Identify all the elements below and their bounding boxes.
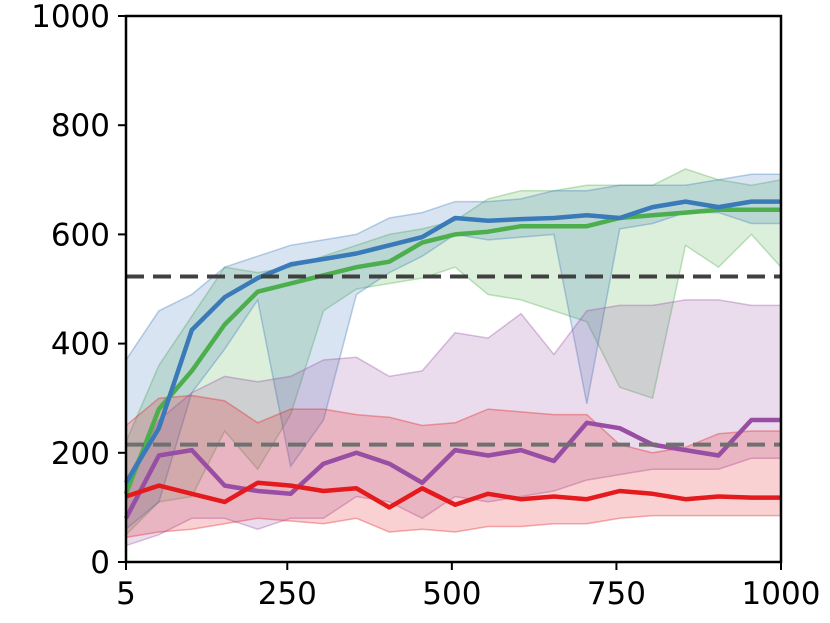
reference-lines xyxy=(126,274,781,447)
confidence-bands xyxy=(125,168,782,547)
series-4-line xyxy=(125,480,781,510)
y-tick-label: 400 xyxy=(51,327,110,363)
x-tick-label: 1000 xyxy=(742,576,821,612)
y-tick-label: 1000 xyxy=(31,0,110,35)
series-1-line xyxy=(123,207,781,495)
y-axis: 0 200 400 600 800 1000 xyxy=(31,0,126,581)
y-tick-label: 0 xyxy=(90,545,110,581)
y-tick-label: 800 xyxy=(51,108,110,144)
y-tick-label: 200 xyxy=(51,436,110,472)
series-lines xyxy=(123,199,781,520)
x-axis: 5 250 500 750 1000 xyxy=(116,562,820,612)
plot-frame xyxy=(124,14,783,564)
series-2-line xyxy=(124,199,781,484)
x-tick-label: 500 xyxy=(422,576,481,612)
x-tick-label: 5 xyxy=(116,576,136,612)
x-tick-label: 250 xyxy=(258,576,317,612)
x-tick-label: 750 xyxy=(587,576,646,612)
series-3-line xyxy=(124,417,781,520)
y-tick-label: 600 xyxy=(51,217,110,253)
